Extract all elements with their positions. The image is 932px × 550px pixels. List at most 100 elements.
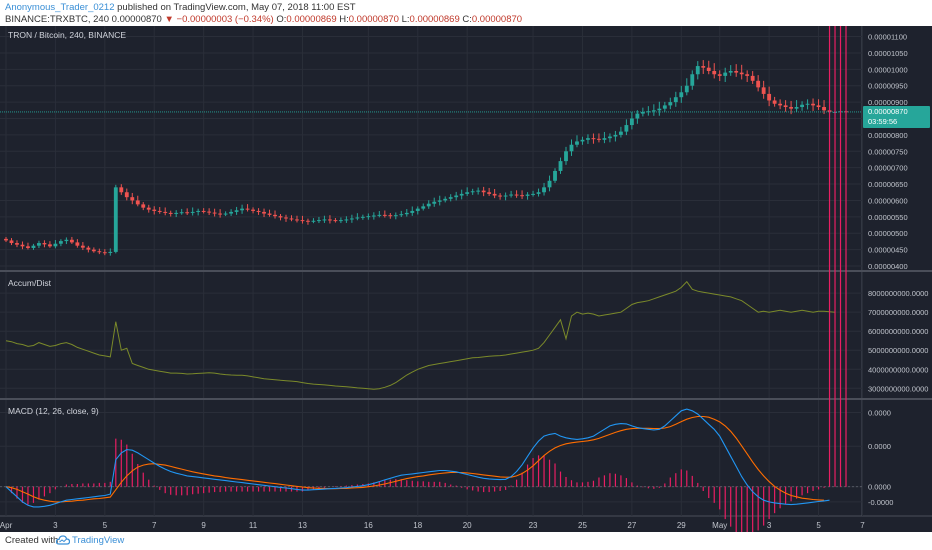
close-value: 0.00000870 <box>471 14 523 25</box>
macd-line <box>5 408 830 508</box>
candle-body <box>723 72 728 76</box>
candle-body <box>295 219 299 221</box>
candle-body <box>306 220 310 222</box>
candle-body <box>448 197 453 199</box>
low-label: L: <box>401 14 410 25</box>
macd-pane-title: MACD (12, 26, close, 9) <box>8 406 99 416</box>
candle-body <box>618 131 623 135</box>
candle-body <box>69 239 74 243</box>
candle-body <box>207 211 212 213</box>
candle-body <box>371 215 376 217</box>
macd-axis-tick: 0.0000 <box>868 408 891 417</box>
candle-body <box>536 192 541 194</box>
candle-body <box>53 243 58 247</box>
candle-body <box>91 249 96 252</box>
candle-body <box>179 212 184 214</box>
footer: Created with TradingView <box>0 532 932 550</box>
accum-axis-tick: 3000000000.0000 <box>868 384 928 393</box>
time-axis-label: 23 <box>529 521 538 530</box>
time-axis-label: 20 <box>463 521 472 530</box>
candle-body <box>750 75 755 81</box>
candle-body <box>432 201 437 204</box>
candle-body <box>262 211 266 214</box>
candle-body <box>695 66 700 75</box>
tradingview-brand[interactable]: TradingView <box>72 535 125 546</box>
candle-body <box>284 217 288 219</box>
candle-body <box>130 197 135 201</box>
price-axis-tick: 0.00000550 <box>868 213 908 222</box>
candle-body <box>218 213 223 215</box>
time-axis-label: 13 <box>298 521 307 530</box>
candle-body <box>289 218 294 220</box>
candle-body <box>734 70 739 73</box>
candle-body <box>97 251 102 253</box>
candle-body <box>108 251 113 253</box>
accum-dist-line <box>5 280 836 390</box>
candle-body <box>739 72 744 75</box>
candle-body <box>602 138 607 140</box>
down-arrow-icon: ▼ <box>164 14 174 25</box>
candle-body <box>328 219 332 221</box>
change-value: −0.00000003 (−0.34%) <box>176 14 274 25</box>
candle-body <box>399 214 404 216</box>
author-link[interactable]: Anonymous_Trader_0212 <box>5 2 115 13</box>
candle-body <box>322 219 327 221</box>
countdown-label: 03:59:56 <box>868 117 897 126</box>
price-pane-title: TRON / Bitcoin, 240, BINANCE <box>8 30 126 40</box>
candle-body <box>794 107 799 109</box>
time-axis-label: 7 <box>152 521 157 530</box>
macd-axis-tick: 0.0000 <box>868 442 891 451</box>
candle-body <box>382 214 387 216</box>
time-axis-label: 5 <box>103 521 108 530</box>
candle-body <box>778 103 783 106</box>
price-axis-tick: 0.00000900 <box>868 98 908 107</box>
candle-body <box>459 193 464 196</box>
candle-body <box>152 209 157 211</box>
price-axis-tick: 0.00000450 <box>868 246 908 255</box>
accum-axis-tick: 4000000000.0000 <box>868 365 928 374</box>
high-label: H: <box>339 14 349 25</box>
chart-canvas[interactable]: Apr 3 5 7 9 11 13 16 18 20 23 25 27 29 May 3 5 7 0.0000110… <box>0 26 932 532</box>
low-value: 0.00000869 <box>409 14 460 25</box>
created-with-label: Created with <box>5 535 59 546</box>
candle-body <box>761 87 766 94</box>
high-value: 0.00000870 <box>348 14 399 25</box>
candle-body <box>662 105 667 109</box>
current-price-tag <box>863 105 930 128</box>
candle-body <box>37 243 41 246</box>
publish-info: published on TradingView.com, May 07, 20… <box>117 2 356 13</box>
price-axis-tick: 0.00000600 <box>868 196 908 205</box>
candle-body <box>454 195 459 198</box>
candle-body <box>251 209 255 211</box>
candle-body <box>168 212 173 214</box>
open-value: 0.00000869 <box>286 14 337 25</box>
time-axis-label: 11 <box>249 521 258 530</box>
time-axis-label: 3 <box>53 521 58 530</box>
close-label: C: <box>462 14 472 25</box>
candle-body <box>553 170 557 181</box>
candle-body <box>470 191 475 193</box>
candle-body <box>684 85 689 93</box>
candle-body <box>514 194 519 196</box>
candle-body <box>300 220 305 222</box>
candle-body <box>476 190 481 192</box>
candle-body <box>668 102 673 106</box>
candle-body <box>163 211 168 213</box>
candle-body <box>597 138 601 140</box>
time-axis-label: 29 <box>677 521 686 530</box>
candle-body <box>31 245 36 248</box>
candle-body <box>256 210 261 212</box>
candle-body <box>789 107 794 109</box>
time-axis-label: 7 <box>860 521 865 530</box>
candle-body <box>492 193 497 196</box>
candle-body <box>388 215 393 217</box>
candle-body <box>185 212 190 214</box>
candle-body <box>415 208 420 211</box>
candle-body <box>48 244 52 247</box>
candle-body <box>772 100 777 104</box>
candle-body <box>349 218 354 220</box>
candle-body <box>717 74 722 76</box>
candle-body <box>212 212 217 214</box>
candle-body <box>547 180 552 188</box>
candle-body <box>498 195 503 197</box>
